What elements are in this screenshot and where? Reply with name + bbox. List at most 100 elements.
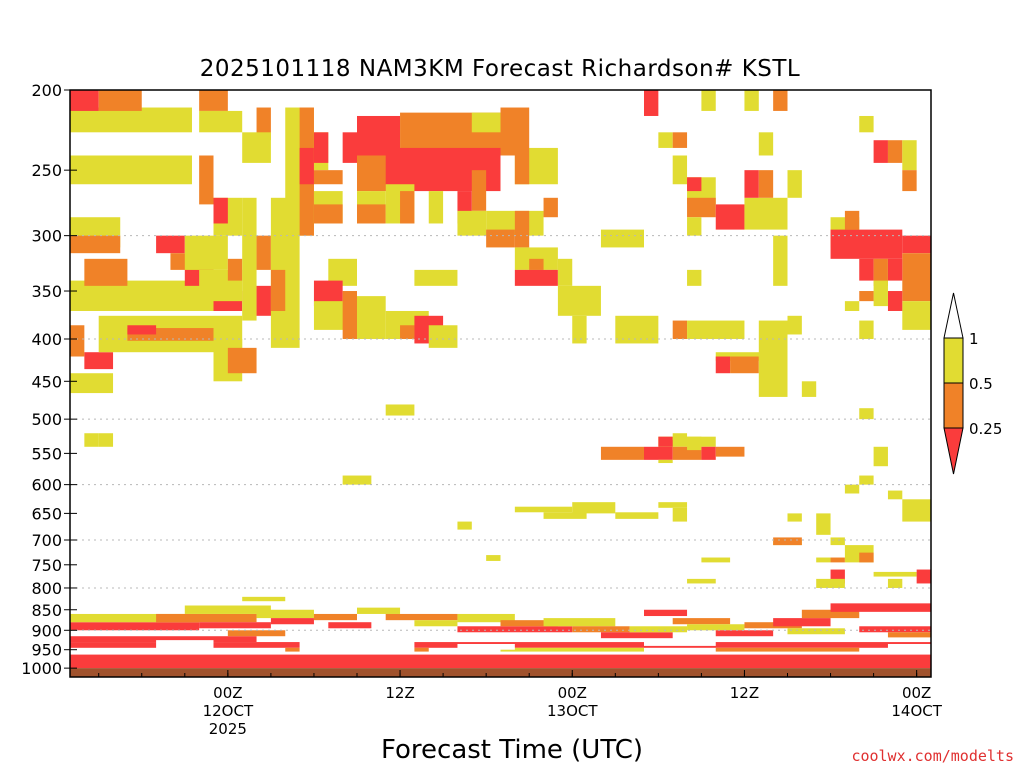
heatmap-cell [687,177,702,192]
heatmap-cell [801,381,817,397]
heatmap-cell [543,618,616,627]
heatmap-cell [600,229,644,248]
legend-swatch [943,382,964,429]
heatmap-cell [887,643,931,650]
heatmap-cell [787,513,802,522]
heatmap-cell [644,640,716,646]
heatmap-cell [859,258,874,281]
heatmap-cell [227,630,286,637]
heatmap-cell [400,191,415,224]
heatmap-cell [328,622,372,629]
heatmap-cell [572,315,587,344]
heatmap-cell [70,613,200,623]
heatmap-cell [744,170,759,198]
heatmap-cell [70,107,192,133]
heatmap-cell [701,557,731,563]
heatmap-cell [830,557,845,563]
plot-frame [69,89,932,678]
heatmap-cell [313,613,357,621]
heatmap-cell [744,197,788,230]
x-tick-label: 12Z [385,684,414,702]
heatmap-cell [715,204,745,230]
heatmap-cell [342,132,357,163]
heatmap-cell [873,571,917,577]
heatmap-cell [84,352,114,370]
heatmap-cell [457,626,573,633]
x-tick-label: 12Z [730,684,759,702]
heatmap-cell [887,632,931,638]
heatmap-cell [227,258,243,281]
heatmap-cell [701,446,716,460]
heatmap-cell [270,618,314,625]
heatmap-cell [715,352,774,361]
heatmap-cell [787,315,802,335]
heatmap-cell [844,484,860,494]
heatmap-cell [557,285,601,316]
chart-title: 2025101118 NAM3KM Forecast Richardson# K… [200,56,801,82]
heatmap-cell [357,155,386,192]
heatmap-cell [615,315,659,344]
ground-surface [70,668,931,677]
heatmap-cells [70,90,931,677]
heatmap-cell [830,229,903,259]
y-tick-label: 250 [31,161,62,180]
heatmap-cell [687,624,745,631]
legend-label: 1 [969,330,979,348]
heatmap-cell [199,110,243,133]
heatmap-cell [758,132,774,156]
heatmap-cell [715,630,774,637]
heatmap-cell [357,607,401,614]
heatmap-cell [471,170,487,211]
heatmap-cell [156,235,185,254]
heatmap-cell [644,446,673,460]
heatmap-cell [242,132,271,163]
x-tick-label: 00Z [558,684,587,702]
heatmap-cell [816,578,845,588]
heatmap-cell [199,155,214,205]
heatmap-cell [385,613,458,621]
heatmap-cell [256,107,271,141]
heatmap-cell [313,170,343,185]
heatmap-cell [184,235,228,270]
heatmap-cell [270,269,286,311]
heatmap-cell [70,373,114,394]
x-axis-label: Forecast Time (UTC) [381,735,643,765]
credit-link[interactable]: coolwx.com/modelts [851,747,1014,765]
heatmap-cell [816,557,831,563]
heatmap-cell [213,197,228,224]
heatmap-cell [902,140,917,171]
heatmap-cell [687,269,702,286]
heatmap-cell [242,596,286,602]
heatmap-cell [715,356,731,374]
colorbar-legend: 1 0.5 0.25 [943,292,1002,475]
heatmap-cell [84,433,99,447]
heatmap-cell [887,140,903,163]
heatmap-cell [672,507,688,522]
legend-swatch [943,337,964,384]
y-tick-label: 500 [31,410,62,429]
heatmap-cell [773,618,831,627]
heatmap-cell [414,620,458,627]
heatmap-cell [887,578,903,588]
heatmap-cell [70,155,192,185]
heatmap-cell [514,247,558,270]
heatmap-cell [873,280,888,307]
heatmap-cell [457,210,487,236]
heatmap-cell [644,90,659,116]
y-tick-label: 700 [31,531,62,550]
heatmap-cell [428,325,458,348]
heatmap-cell [486,555,501,561]
heatmap-cell [457,613,515,623]
heatmap-cell [859,626,931,633]
heatmap-cell [70,622,200,631]
heatmap-cell [156,613,257,623]
heatmap-cell [127,325,157,335]
heatmap-cell [715,446,745,457]
heatmap-cell [859,320,874,339]
heatmap-cell [414,269,458,286]
heatmap-cell [658,502,688,508]
heatmap-cell [70,654,931,669]
heatmap-cell [658,132,673,148]
heatmap-cell [902,170,917,192]
